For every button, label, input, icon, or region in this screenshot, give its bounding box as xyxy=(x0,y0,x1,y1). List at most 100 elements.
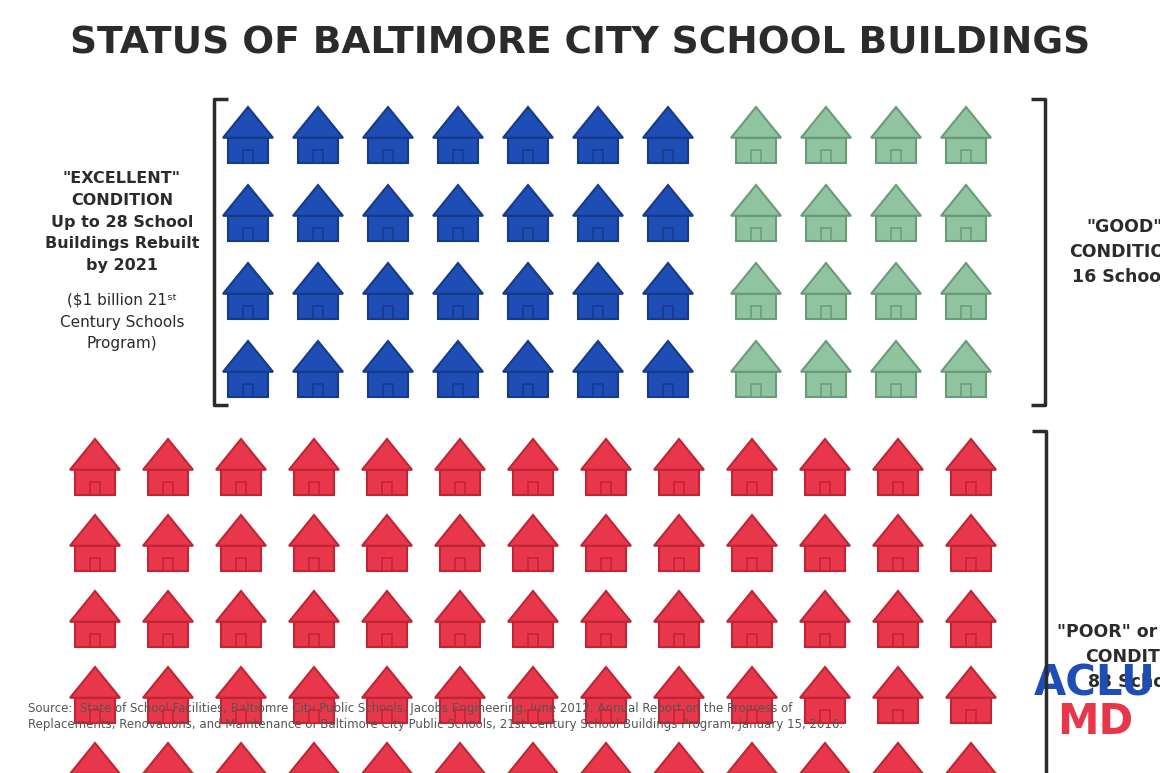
Bar xyxy=(298,294,339,319)
Polygon shape xyxy=(800,515,850,546)
Bar xyxy=(508,138,549,163)
Polygon shape xyxy=(223,341,273,372)
Polygon shape xyxy=(800,743,850,773)
Text: "GOOD"
CONDITION
16 Schools: "GOOD" CONDITION 16 Schools xyxy=(1070,218,1160,286)
Bar xyxy=(513,621,553,647)
Bar xyxy=(312,228,324,241)
Polygon shape xyxy=(947,439,996,470)
Polygon shape xyxy=(435,515,485,546)
Polygon shape xyxy=(654,667,704,698)
Bar xyxy=(367,698,407,723)
Bar xyxy=(312,306,324,319)
Bar xyxy=(522,228,534,241)
Bar xyxy=(89,710,101,723)
Bar xyxy=(806,216,846,241)
Text: "POOR" or "FAIR"
CONDITION
83 Schools: "POOR" or "FAIR" CONDITION 83 Schools xyxy=(1057,623,1160,691)
Bar xyxy=(522,150,534,163)
Bar xyxy=(647,216,688,241)
Polygon shape xyxy=(508,439,558,470)
Bar xyxy=(892,634,904,647)
Bar xyxy=(293,621,334,647)
Polygon shape xyxy=(435,743,485,773)
Bar xyxy=(747,634,757,647)
Bar xyxy=(220,698,261,723)
Bar xyxy=(806,138,846,163)
Bar xyxy=(235,482,246,495)
Bar xyxy=(528,558,538,571)
Polygon shape xyxy=(573,263,623,294)
Bar xyxy=(647,294,688,319)
Bar xyxy=(437,294,478,319)
Polygon shape xyxy=(363,185,413,216)
Polygon shape xyxy=(363,341,413,372)
Polygon shape xyxy=(727,667,777,698)
Bar xyxy=(659,621,699,647)
Bar xyxy=(147,546,188,571)
Polygon shape xyxy=(223,185,273,216)
Bar xyxy=(820,634,831,647)
Bar xyxy=(522,306,534,319)
Bar xyxy=(674,710,684,723)
Bar xyxy=(147,698,188,723)
Bar xyxy=(820,306,832,319)
Polygon shape xyxy=(581,515,631,546)
Polygon shape xyxy=(223,107,273,138)
Bar xyxy=(162,482,174,495)
Bar xyxy=(659,546,699,571)
Bar xyxy=(528,482,538,495)
Bar xyxy=(382,634,392,647)
Polygon shape xyxy=(433,185,483,216)
Bar xyxy=(951,470,991,495)
Polygon shape xyxy=(947,743,996,773)
Bar xyxy=(298,372,339,397)
Bar xyxy=(367,470,407,495)
Polygon shape xyxy=(216,515,266,546)
Bar xyxy=(528,634,538,647)
Polygon shape xyxy=(293,341,343,372)
Polygon shape xyxy=(643,341,693,372)
Bar xyxy=(735,216,776,241)
Polygon shape xyxy=(581,591,631,621)
Bar xyxy=(951,546,991,571)
Bar xyxy=(578,216,618,241)
Bar xyxy=(601,710,611,723)
Bar xyxy=(945,294,986,319)
Bar xyxy=(162,710,174,723)
Bar xyxy=(960,384,971,397)
Bar xyxy=(586,470,626,495)
Polygon shape xyxy=(581,743,631,773)
Bar xyxy=(951,621,991,647)
Bar xyxy=(805,621,846,647)
Polygon shape xyxy=(873,591,923,621)
Bar xyxy=(662,150,674,163)
Bar xyxy=(452,306,464,319)
Bar xyxy=(455,482,465,495)
Bar xyxy=(455,710,465,723)
Bar xyxy=(382,482,392,495)
Polygon shape xyxy=(800,667,850,698)
Bar xyxy=(293,470,334,495)
Bar xyxy=(235,710,246,723)
Polygon shape xyxy=(289,743,339,773)
Bar xyxy=(805,470,846,495)
Text: ACLU: ACLU xyxy=(1034,663,1155,705)
Bar xyxy=(951,698,991,723)
Bar xyxy=(751,150,761,163)
Text: ($1 billion 21ˢᵗ
Century Schools
Program): ($1 billion 21ˢᵗ Century Schools Program… xyxy=(60,293,184,351)
Bar xyxy=(732,698,773,723)
Polygon shape xyxy=(573,185,623,216)
Bar xyxy=(227,294,268,319)
Bar xyxy=(578,372,618,397)
Bar xyxy=(593,384,603,397)
Bar xyxy=(382,558,392,571)
Bar xyxy=(878,698,919,723)
Bar xyxy=(513,470,553,495)
Polygon shape xyxy=(216,743,266,773)
Bar xyxy=(601,558,611,571)
Bar xyxy=(367,546,407,571)
Polygon shape xyxy=(216,439,266,470)
Polygon shape xyxy=(643,263,693,294)
Bar xyxy=(309,634,319,647)
Bar xyxy=(147,621,188,647)
Bar xyxy=(659,470,699,495)
